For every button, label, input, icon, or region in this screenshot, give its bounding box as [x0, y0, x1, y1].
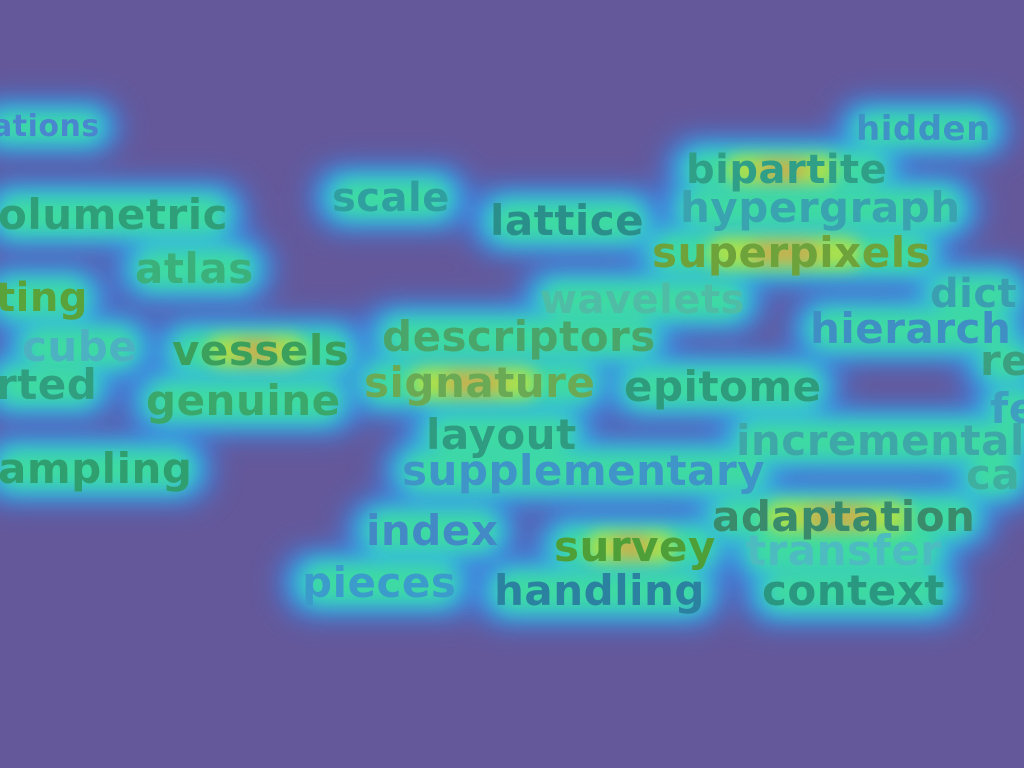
- word-incremental: incremental: [736, 416, 1024, 465]
- word-ting-glow-inner: [0, 282, 84, 314]
- word-index-glow-inner: [370, 514, 495, 548]
- word-rted-glow-inner: [0, 368, 94, 402]
- word-incremental-glow-inner: [740, 424, 1021, 458]
- word-epitome-glow-inner: [628, 370, 818, 404]
- word-handling: handling: [494, 566, 705, 615]
- word-pieces-glow-inner: [306, 566, 453, 600]
- word-adaptation: adaptation: [712, 492, 976, 541]
- word-cube-glow-inner: [26, 330, 134, 364]
- word-ations-glow-inner: [0, 116, 96, 138]
- word-bipartite-glow-core: [756, 160, 807, 180]
- word-epitome: epitome: [624, 362, 822, 411]
- word-lattice-glow-inner: [494, 204, 641, 238]
- word-adaptation-glow-core: [804, 506, 871, 528]
- word-descriptors: descriptors: [382, 312, 656, 361]
- word-rted: rted: [0, 360, 98, 409]
- word-vessels-glow-core: [234, 340, 279, 362]
- word-transfer-glow-inner: [750, 534, 938, 568]
- word-fe-glow-inner: [994, 392, 1024, 426]
- word-wavelets: wavelets: [540, 277, 745, 323]
- word-context: context: [762, 566, 945, 615]
- word-olumetric-glow-inner: [2, 198, 224, 232]
- word-scale-glow-inner: [336, 182, 446, 214]
- word-ca-glow-inner: [970, 458, 1017, 492]
- word-superpixels: superpixels: [652, 228, 932, 277]
- word-handling-glow-inner: [498, 574, 701, 608]
- word-re: re: [980, 336, 1024, 385]
- word-layout: layout: [426, 410, 577, 459]
- word-dict-glow-inner: [934, 278, 1014, 310]
- word-hierarch: hierarch: [810, 304, 1012, 353]
- word-layout-glow-inner: [430, 418, 573, 452]
- word-hypergraph: hypergraph: [680, 183, 961, 232]
- word-olumetric: olumetric: [0, 190, 228, 239]
- word-supplementary: supplementary: [402, 446, 766, 495]
- word-lattice: lattice: [490, 196, 645, 245]
- word-hierarch-glow-inner: [814, 312, 1008, 346]
- word-pieces: pieces: [302, 558, 457, 607]
- word-scale: scale: [332, 175, 450, 221]
- word-dict: dict: [930, 271, 1018, 317]
- word-fe: fe: [990, 384, 1024, 433]
- word-ations: ations: [0, 109, 100, 144]
- word-atlas: atlas: [135, 244, 254, 293]
- glow-hot-group: [207, 156, 910, 562]
- word-descriptors-glow-inner: [386, 320, 652, 354]
- word-survey: survey: [554, 522, 716, 571]
- word-signature: signature: [364, 358, 596, 407]
- word-transfer: transfer: [746, 526, 942, 575]
- word-bipartite: bipartite: [686, 147, 888, 193]
- word-hypergraph-glow-inner: [684, 191, 957, 225]
- word-wavelets-glow-inner: [544, 284, 741, 316]
- word-ampling: ampling: [0, 444, 193, 493]
- word-ting: ting: [0, 275, 88, 321]
- word-ampling-glow-inner: [2, 452, 189, 486]
- word-re-glow-inner: [984, 344, 1024, 378]
- word-survey-glow-core: [610, 536, 652, 558]
- word-atlas-glow-inner: [139, 252, 250, 286]
- word-vessels: vessels: [172, 326, 350, 375]
- word-supplementary-glow-inner: [406, 454, 762, 488]
- word-genuine-glow-inner: [150, 384, 337, 418]
- word-signature-glow-core: [444, 372, 503, 394]
- word-context-glow-inner: [766, 574, 941, 608]
- word-genuine: genuine: [146, 376, 341, 425]
- word-hidden-glow-inner: [860, 116, 987, 142]
- word-superpixels-glow-core: [749, 242, 820, 264]
- word-index: index: [366, 506, 499, 555]
- word-ca: ca: [966, 450, 1021, 499]
- word-cube: cube: [22, 322, 138, 371]
- word-hidden: hidden: [856, 109, 991, 149]
